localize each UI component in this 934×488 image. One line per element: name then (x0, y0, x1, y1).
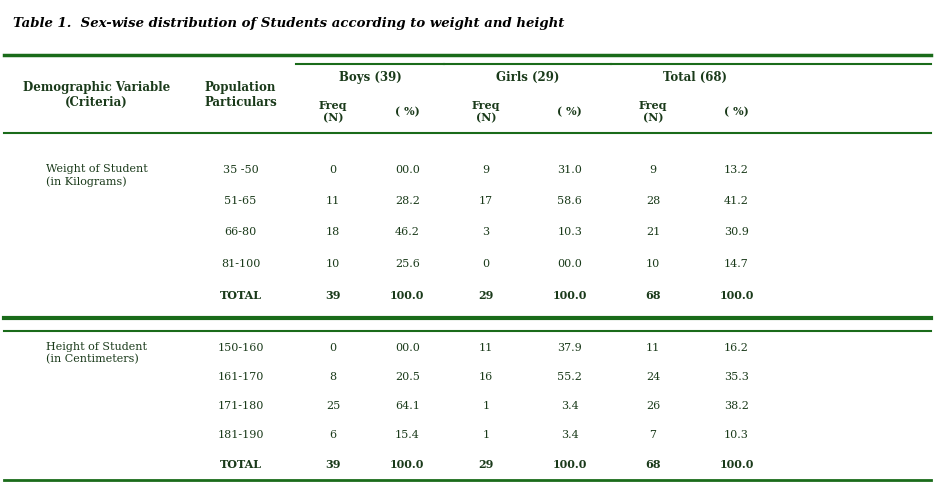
Text: 30.9: 30.9 (724, 227, 749, 237)
Text: 20.5: 20.5 (395, 372, 419, 382)
Text: TOTAL: TOTAL (219, 458, 262, 469)
Text: 13.2: 13.2 (724, 164, 749, 174)
Text: 00.0: 00.0 (558, 258, 582, 268)
Text: 25: 25 (326, 401, 340, 410)
Text: 31.0: 31.0 (558, 164, 582, 174)
Text: 66-80: 66-80 (224, 227, 257, 237)
Text: 181-190: 181-190 (218, 429, 263, 440)
Text: 41.2: 41.2 (724, 196, 749, 205)
Text: 28: 28 (646, 196, 660, 205)
Text: ( %): ( %) (395, 106, 419, 117)
Text: 171-180: 171-180 (218, 401, 263, 410)
Text: 10.3: 10.3 (558, 227, 582, 237)
Text: 1: 1 (483, 401, 489, 410)
Text: 37.9: 37.9 (558, 343, 582, 353)
Text: Table 1.  Sex-wise distribution of Students according to weight and height: Table 1. Sex-wise distribution of Studen… (13, 17, 565, 30)
Text: 1: 1 (483, 429, 489, 440)
Text: 3.4: 3.4 (560, 401, 578, 410)
Text: 68: 68 (645, 458, 661, 469)
Text: 3: 3 (483, 227, 489, 237)
Text: 29: 29 (478, 289, 494, 300)
Text: 28.2: 28.2 (395, 196, 419, 205)
Text: 00.0: 00.0 (395, 343, 419, 353)
Text: 100.0: 100.0 (390, 289, 425, 300)
Text: 18: 18 (326, 227, 340, 237)
Text: 0: 0 (330, 164, 337, 174)
Text: 10: 10 (326, 258, 340, 268)
Text: 00.0: 00.0 (395, 164, 419, 174)
Text: 58.6: 58.6 (558, 196, 582, 205)
Text: TOTAL: TOTAL (219, 289, 262, 300)
Text: 10: 10 (646, 258, 660, 268)
Text: 51-65: 51-65 (224, 196, 257, 205)
Text: 46.2: 46.2 (395, 227, 419, 237)
Text: ( %): ( %) (724, 106, 749, 117)
Text: 26: 26 (646, 401, 660, 410)
Text: 100.0: 100.0 (390, 458, 425, 469)
Text: 15.4: 15.4 (395, 429, 419, 440)
Text: 0: 0 (330, 343, 337, 353)
Text: 0: 0 (483, 258, 489, 268)
Text: 24: 24 (646, 372, 660, 382)
Text: 38.2: 38.2 (724, 401, 749, 410)
Text: 7: 7 (649, 429, 657, 440)
Text: 11: 11 (326, 196, 340, 205)
Text: 25.6: 25.6 (395, 258, 419, 268)
Text: 21: 21 (646, 227, 660, 237)
Text: Weight of Student
(in Kilograms): Weight of Student (in Kilograms) (46, 164, 148, 186)
Text: 17: 17 (479, 196, 493, 205)
Text: 81-100: 81-100 (220, 258, 261, 268)
Text: 14.7: 14.7 (724, 258, 749, 268)
Text: 100.0: 100.0 (719, 289, 754, 300)
Text: 11: 11 (646, 343, 660, 353)
Text: 68: 68 (645, 289, 661, 300)
Text: 39: 39 (325, 458, 341, 469)
Text: Freq
(N): Freq (N) (639, 100, 667, 123)
Text: Freq
(N): Freq (N) (472, 100, 501, 123)
Text: Total (68): Total (68) (663, 71, 727, 84)
Text: 35.3: 35.3 (724, 372, 749, 382)
Text: Population
Particulars: Population Particulars (205, 81, 276, 108)
Text: 35 -50: 35 -50 (222, 164, 259, 174)
Text: 6: 6 (330, 429, 337, 440)
Text: 100.0: 100.0 (552, 289, 587, 300)
Text: 39: 39 (325, 289, 341, 300)
Text: Height of Student
(in Centimeters): Height of Student (in Centimeters) (47, 342, 148, 364)
Text: 100.0: 100.0 (552, 458, 587, 469)
Text: ( %): ( %) (558, 106, 582, 117)
Text: 16.2: 16.2 (724, 343, 749, 353)
Text: Boys (39): Boys (39) (339, 71, 402, 84)
Text: Freq
(N): Freq (N) (318, 100, 347, 123)
Text: 161-170: 161-170 (218, 372, 263, 382)
Text: Girls (29): Girls (29) (496, 71, 559, 84)
Text: 100.0: 100.0 (719, 458, 754, 469)
Text: 11: 11 (479, 343, 493, 353)
Text: 29: 29 (478, 458, 494, 469)
Text: 16: 16 (479, 372, 493, 382)
Text: 55.2: 55.2 (558, 372, 582, 382)
Text: Demographic Variable
(Criteria): Demographic Variable (Criteria) (23, 81, 170, 108)
Text: 8: 8 (330, 372, 337, 382)
Text: 9: 9 (483, 164, 489, 174)
Text: 9: 9 (649, 164, 657, 174)
Text: 3.4: 3.4 (560, 429, 578, 440)
Text: 64.1: 64.1 (395, 401, 419, 410)
Text: 150-160: 150-160 (218, 343, 263, 353)
Text: 10.3: 10.3 (724, 429, 749, 440)
